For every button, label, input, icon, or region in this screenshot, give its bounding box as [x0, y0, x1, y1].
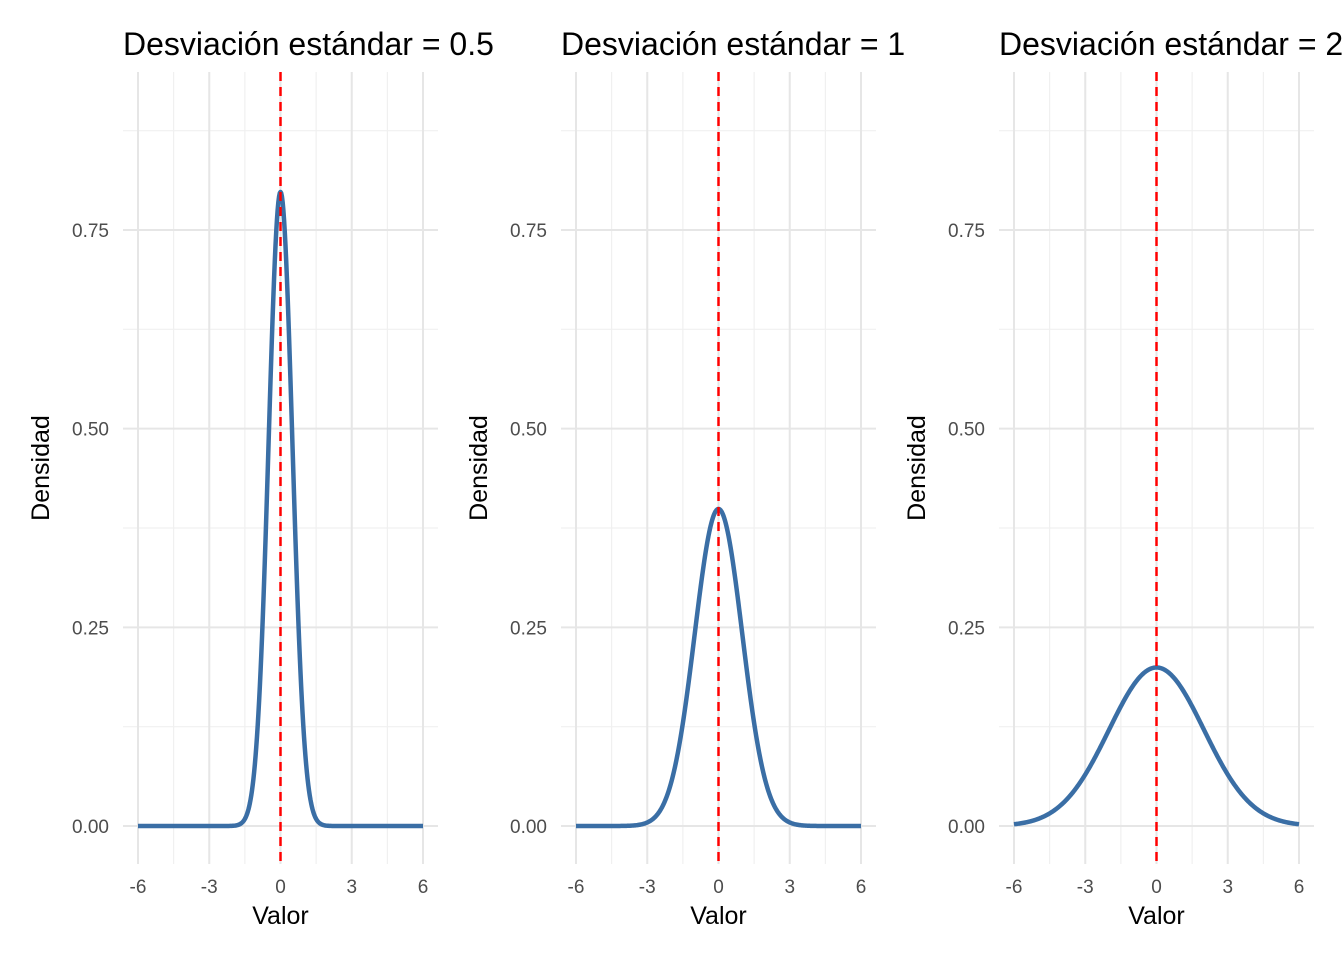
x-tick-label: 0 [1151, 877, 1162, 898]
x-tick-label: -6 [130, 877, 147, 898]
x-tick-label: 0 [275, 877, 286, 898]
x-tick-label: 6 [1294, 877, 1305, 898]
panel-sd-0-5: -6 -3 0 3 6 0.00 0.25 0.50 0.75 Valor Densidad Desv… [27, 26, 494, 930]
y-tick-label: 0.75 [510, 221, 547, 242]
x-axis-label: Valor [690, 902, 747, 930]
y-tick-label: 0.25 [72, 618, 109, 639]
y-tick-label: 0.75 [948, 221, 985, 242]
x-tick-label: 0 [713, 877, 724, 898]
panel-sd-2: -6 -3 0 3 6 0.00 0.25 0.50 0.75 Valor Densidad Desv… [903, 26, 1343, 930]
x-tick-label: -6 [1006, 877, 1023, 898]
x-axis-label: Valor [252, 902, 309, 930]
panel-title: Desviación estándar = 2 [999, 26, 1343, 62]
y-tick-label: 0.00 [510, 817, 547, 838]
panel-title: Desviación estándar = 1 [561, 26, 905, 62]
x-tick-label: -6 [568, 877, 585, 898]
y-tick-label: 0.75 [72, 221, 109, 242]
y-tick-label: 0.50 [510, 420, 547, 441]
x-tick-label: 6 [418, 877, 429, 898]
panel-sd-1: -6 -3 0 3 6 0.00 0.25 0.50 0.75 Valor Densidad Desv… [465, 26, 905, 930]
x-tick-label: 3 [1222, 877, 1233, 898]
x-tick-label: -3 [1077, 877, 1094, 898]
x-tick-label: 3 [784, 877, 795, 898]
y-tick-label: 0.25 [948, 618, 985, 639]
y-tick-label: 0.00 [948, 817, 985, 838]
panel-title: Desviación estándar = 0.5 [123, 26, 494, 62]
x-tick-label: -3 [639, 877, 656, 898]
density-curve [136, 189, 425, 829]
y-axis-label: Densidad [27, 415, 55, 521]
y-tick-label: 0.50 [948, 420, 985, 441]
y-tick-label: 0.00 [72, 817, 109, 838]
x-tick-label: 3 [346, 877, 357, 898]
x-tick-label: 6 [856, 877, 867, 898]
x-axis-label: Valor [1128, 902, 1185, 930]
y-axis-label: Densidad [465, 415, 493, 521]
y-tick-label: 0.50 [72, 420, 109, 441]
y-tick-label: 0.25 [510, 618, 547, 639]
y-axis-label: Densidad [903, 415, 931, 521]
x-tick-label: -3 [201, 877, 218, 898]
density-curve [1012, 665, 1301, 827]
